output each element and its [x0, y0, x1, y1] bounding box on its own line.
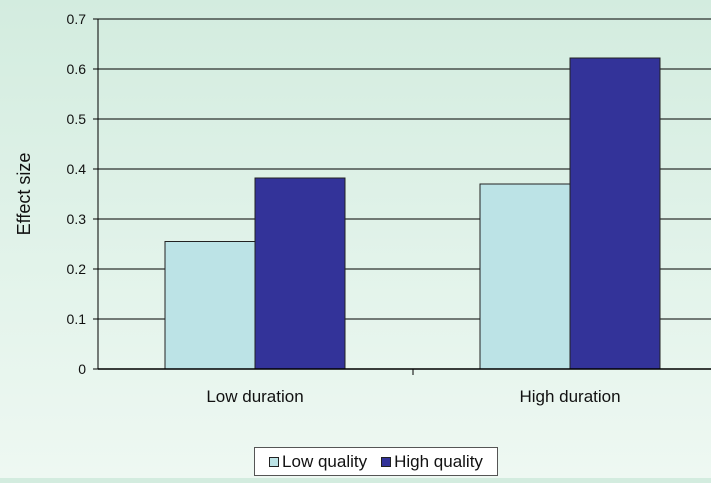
x-tick-label: Low duration [206, 387, 303, 406]
legend-label-high-quality: High quality [394, 451, 483, 471]
y-tick-label: 0.2 [67, 261, 87, 277]
y-axis-label: Effect size [14, 153, 34, 236]
legend-swatch-high-quality [381, 456, 392, 467]
y-tick-label: 0 [78, 361, 86, 377]
bar-low-quality-high-duration [479, 183, 571, 370]
y-tick-label: 0.5 [67, 111, 87, 127]
x-tick-label: High duration [519, 387, 620, 406]
legend-swatch-low-quality [269, 456, 280, 467]
y-tick-label: 0.4 [67, 161, 87, 177]
bar-high-quality-high-duration [569, 57, 661, 370]
legend-label-low-quality: Low quality [282, 451, 368, 471]
y-tick-label: 0.3 [67, 211, 87, 227]
bar-low-quality-low-duration [164, 241, 256, 370]
y-tick-label: 0.1 [67, 311, 87, 327]
y-tick-label: 0.7 [67, 11, 87, 27]
legend-item-low-quality: Low quality [269, 452, 367, 472]
chart-legend: Low quality High quality [254, 447, 498, 476]
y-tick-label: 0.6 [67, 61, 87, 77]
bar-high-quality-low-duration [254, 177, 346, 370]
legend-item-high-quality: High quality [381, 452, 483, 472]
